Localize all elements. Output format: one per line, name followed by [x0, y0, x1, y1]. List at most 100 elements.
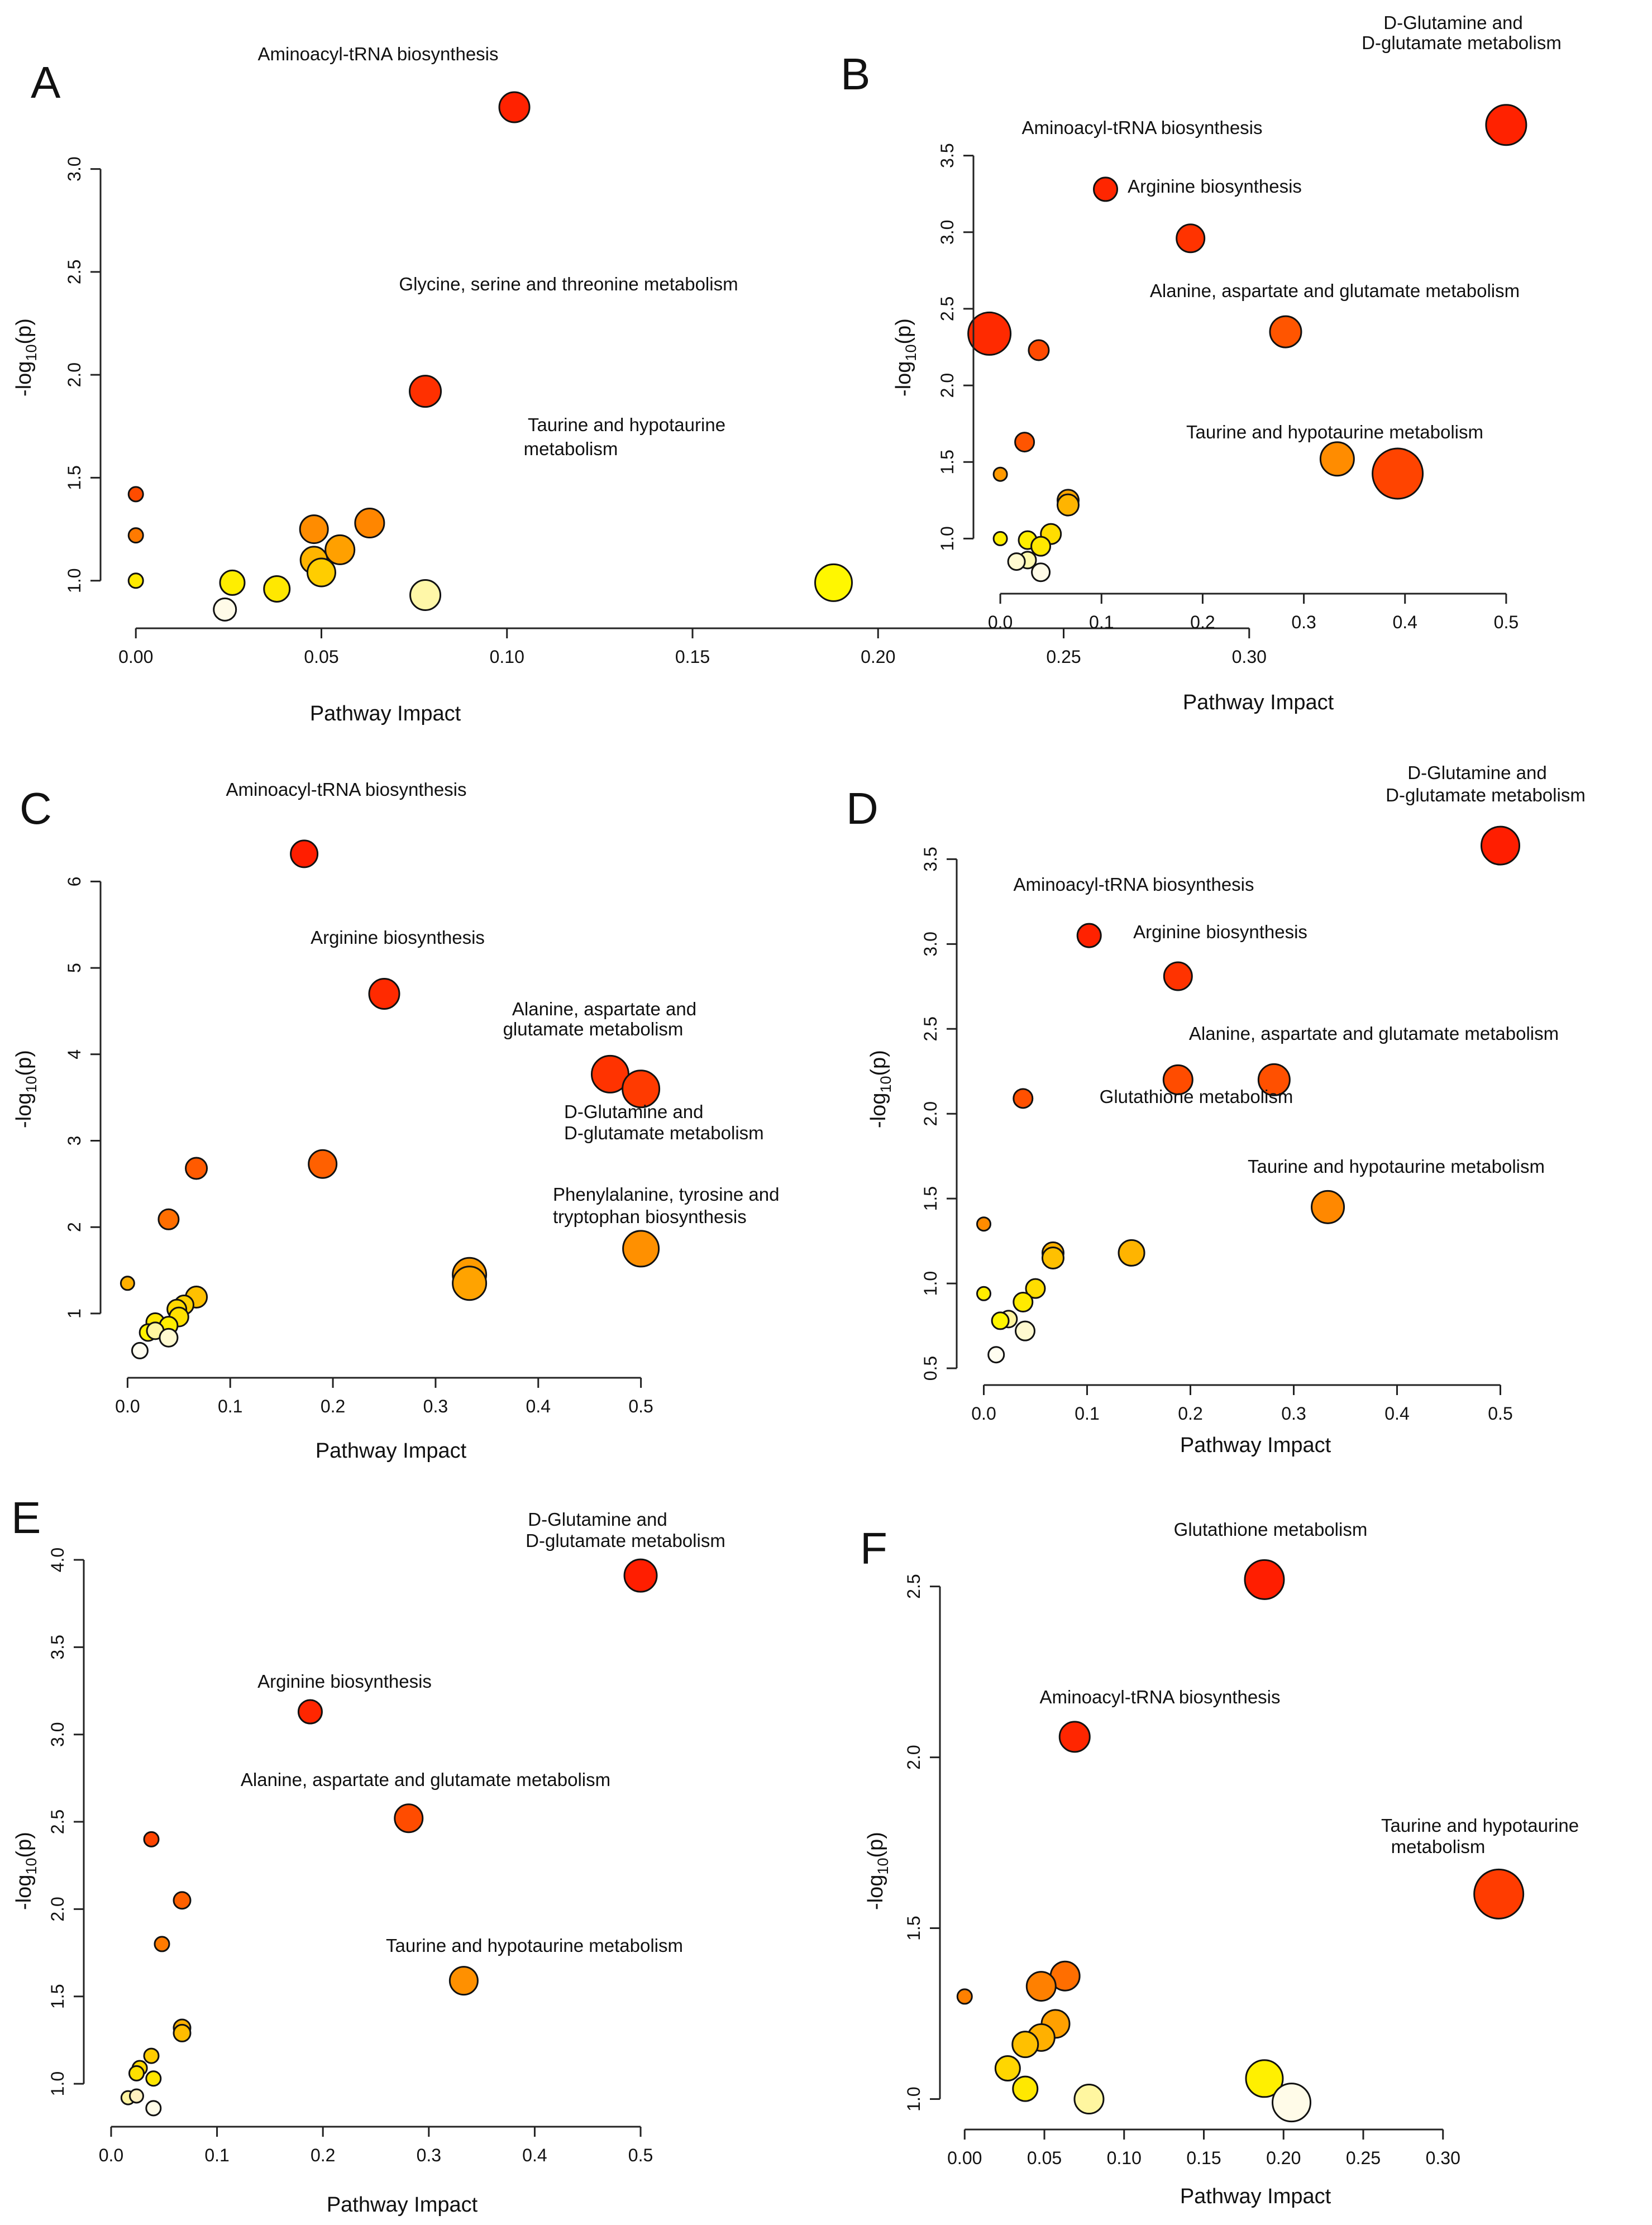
bubble-point: Taurine and hypotaurine metabolism: 0.33… [1319, 441, 1355, 477]
bubble-point: Aminoacyl-tRNA biosynthesis: 0.102, 3.05 [1076, 923, 1102, 948]
panel-C: C 0.0 0.1 0.2 0.3 0.4 0.5 1 2 3 4 5 6 Pathway Impact -… [12, 779, 779, 1463]
x-axis-title: Pathway Impact [327, 2193, 478, 2217]
y-axis-title: -log10(p) [867, 1050, 894, 1128]
pathway-annotation: Alanine, aspartate and glutamate metabol… [1150, 280, 1520, 301]
pathway-annotation: Aminoacyl-tRNA biosynthesis [226, 779, 467, 800]
pathway-annotation: D-Glutamine and [1407, 762, 1546, 783]
y-tick-label: 1 [64, 1309, 84, 1319]
bubble-point: 0.078, 1.92 [409, 375, 442, 408]
bubble-point: 0.038, 2.4 [143, 1831, 160, 1847]
bubble-point: Alanine, aspartate and glutamate metabol… [1257, 1063, 1291, 1096]
panel-A: A 0.00 0.05 0.10 0.15 0.20 0.25 0.30 1.0 1.5 2.0 2.… [12, 44, 1424, 725]
bubble-point: 0.04, 1.03 [145, 2070, 162, 2087]
bubble-point: 0.055, 1.15 [324, 534, 356, 565]
pathway-annotation: Alanine, aspartate and glutamate metabol… [241, 1769, 610, 1790]
bubble-point: 0.04, 0.86 [145, 2100, 162, 2117]
y-axis-title: -log10(p) [12, 1832, 40, 1910]
pathway-annotation: D-Glutamine and [528, 1509, 667, 1530]
y-tick-label: 1.0 [937, 526, 957, 551]
panel-D: D 0.0 0.1 0.2 0.3 0.4 0.5 0.5 1.0 1.5 2.0 2.5 3.0 3.5… [846, 762, 1586, 1457]
y-tick-label: 3 [64, 1136, 84, 1146]
y-axis-title: -log10(p) [864, 1832, 891, 1910]
bubble-point: Aminoacyl-tRNA biosynthesis: 0.102, 3.3 [498, 91, 531, 123]
y-tick-label: 2.0 [47, 1897, 68, 1921]
x-tick-label: 0.20 [861, 647, 895, 667]
x-axis-title: Pathway Impact [316, 1439, 467, 1463]
bubble-point: Arginine biosynthesis: 0.188, 3.13 [297, 1699, 323, 1725]
y-tick-label: 1.5 [47, 1984, 68, 2009]
y-axis-title: -log10(p) [12, 1050, 40, 1128]
x-tick-label: 0.00 [118, 647, 153, 667]
y-tick-label: 2.5 [937, 297, 957, 321]
bubble-point: 0.048, 1.25 [299, 514, 329, 545]
bubble-point: 0.205, 0.99 [1272, 2083, 1312, 2123]
y-tick-label: 2 [64, 1222, 84, 1232]
pathway-annotation: Phenylalanine, tyrosine and [553, 1184, 779, 1205]
bubble-point: Taurine and hypotaurine metabolism: 0.34… [1372, 447, 1424, 500]
bubble-point: 0, 1.22 [127, 527, 144, 544]
bubble-point: Arginine biosynthesis: 0.25, 4.7 [368, 978, 400, 1010]
bubble-point: 0.188, 0.99 [814, 563, 853, 602]
y-axis-title: -log10(p) [892, 318, 919, 397]
bubble-point: Taurine and hypotaurine metabolism: 0.33… [448, 1966, 479, 1996]
x-axis-title: Pathway Impact [1180, 2185, 1331, 2208]
x-tick-label: 0.0 [115, 1396, 140, 1416]
x-tick-label: 0.10 [1107, 2148, 1142, 2168]
x-tick-label: 0.05 [1027, 2148, 1062, 2168]
pathway-annotation: glutamate metabolism [503, 1019, 684, 1039]
bubble-point: 0.078, 0.93 [409, 579, 442, 612]
y-tick-label: 3.0 [64, 156, 84, 181]
bubble-point: Taurine and hypotaurine metabolism: 0.33… [1473, 1868, 1525, 1920]
pathway-annotation: Arginine biosynthesis [1128, 176, 1302, 197]
x-tick-label: 0.5 [628, 1396, 653, 1416]
bubble-point: 0.027, 1.09 [994, 2055, 1021, 2081]
panel-letter: C [20, 784, 52, 833]
pathway-annotation: Alanine, aspartate and [512, 999, 696, 1019]
bubble-point: 0.038, 2.09 [1013, 1088, 1034, 1109]
y-tick-label: 3.0 [47, 1722, 68, 1746]
bubble-point: D-Glutamine and D-glutamate metabolism: … [622, 1069, 661, 1109]
bubble-point: 0.038, 0.89 [1013, 1291, 1034, 1312]
bubble-point: 0.04, 0.72 [159, 1328, 179, 1348]
panel-letter: A [31, 58, 61, 107]
bubble-point: 0.143, 1.18 [1118, 1239, 1145, 1267]
y-tick-label: 3.5 [920, 847, 940, 871]
y-tick-label: 3.0 [920, 932, 940, 956]
bubble-point: 0.067, 1.22 [1056, 493, 1080, 517]
x-tick-label: 0.3 [423, 1396, 448, 1416]
pathway-annotation: Aminoacyl-tRNA biosynthesis [1022, 117, 1263, 138]
bubble-point: Glycine, serine and threonine metabolism… [967, 311, 1012, 356]
y-tick-label: 1.5 [64, 465, 84, 490]
x-tick-label: 0.1 [1089, 612, 1114, 632]
bubble-point: D-Glutamine and D-glutamate metabolism: … [1481, 825, 1520, 866]
y-tick-label: 1.0 [47, 2071, 68, 2096]
bubble-point: 0.038, 1.16 [1011, 2031, 1039, 2059]
y-tick-label: 1.5 [920, 1186, 940, 1211]
pathway-annotation: Glutathione metabolism [1100, 1086, 1293, 1107]
x-tick-label: 0.0 [988, 612, 1013, 632]
bubble-point: 0.024, 1.06 [128, 2065, 145, 2081]
pathway-annotation: D-glutamate metabolism [1386, 785, 1586, 805]
pathway-annotation: D-Glutamine and [564, 1101, 703, 1122]
pathway-annotation: Alanine, aspartate and glutamate metabol… [1189, 1023, 1559, 1044]
x-tick-label: 0.00 [947, 2148, 982, 2168]
pathway-annotation: D-glutamate metabolism [1362, 32, 1562, 53]
y-tick-label: 3.0 [937, 220, 957, 245]
bubble-point: 0.048, 1.8 [154, 1936, 170, 1952]
pathway-annotation: Taurine and hypotaurine [528, 414, 725, 435]
x-axis-title: Pathway Impact [1183, 691, 1334, 714]
pathway-annotation: tryptophan biosynthesis [553, 1206, 747, 1227]
bubble-point: 0.024, 0.86 [213, 597, 237, 622]
bubble-point: 0.188, 1.06 [1245, 2059, 1284, 2098]
bubble-point: 0, 1 [127, 572, 144, 589]
bubble-point: 0.067, 2.68 [185, 1157, 208, 1180]
bubble-point: Glutathione metabolism: 0.188, 2.52 [1244, 1559, 1285, 1600]
y-tick-label: 5 [64, 963, 84, 973]
bubble-point: Aminoacyl-tRNA biosynthesis: 0.069, 2.06 [1058, 1721, 1091, 1753]
x-tick-label: 0.4 [522, 2145, 547, 2165]
x-tick-label: 0.2 [311, 2145, 335, 2165]
x-axis-title: Pathway Impact [1180, 1434, 1331, 1457]
x-tick-label: 0.15 [1186, 2148, 1221, 2168]
x-tick-label: 0.0 [971, 1403, 996, 1424]
